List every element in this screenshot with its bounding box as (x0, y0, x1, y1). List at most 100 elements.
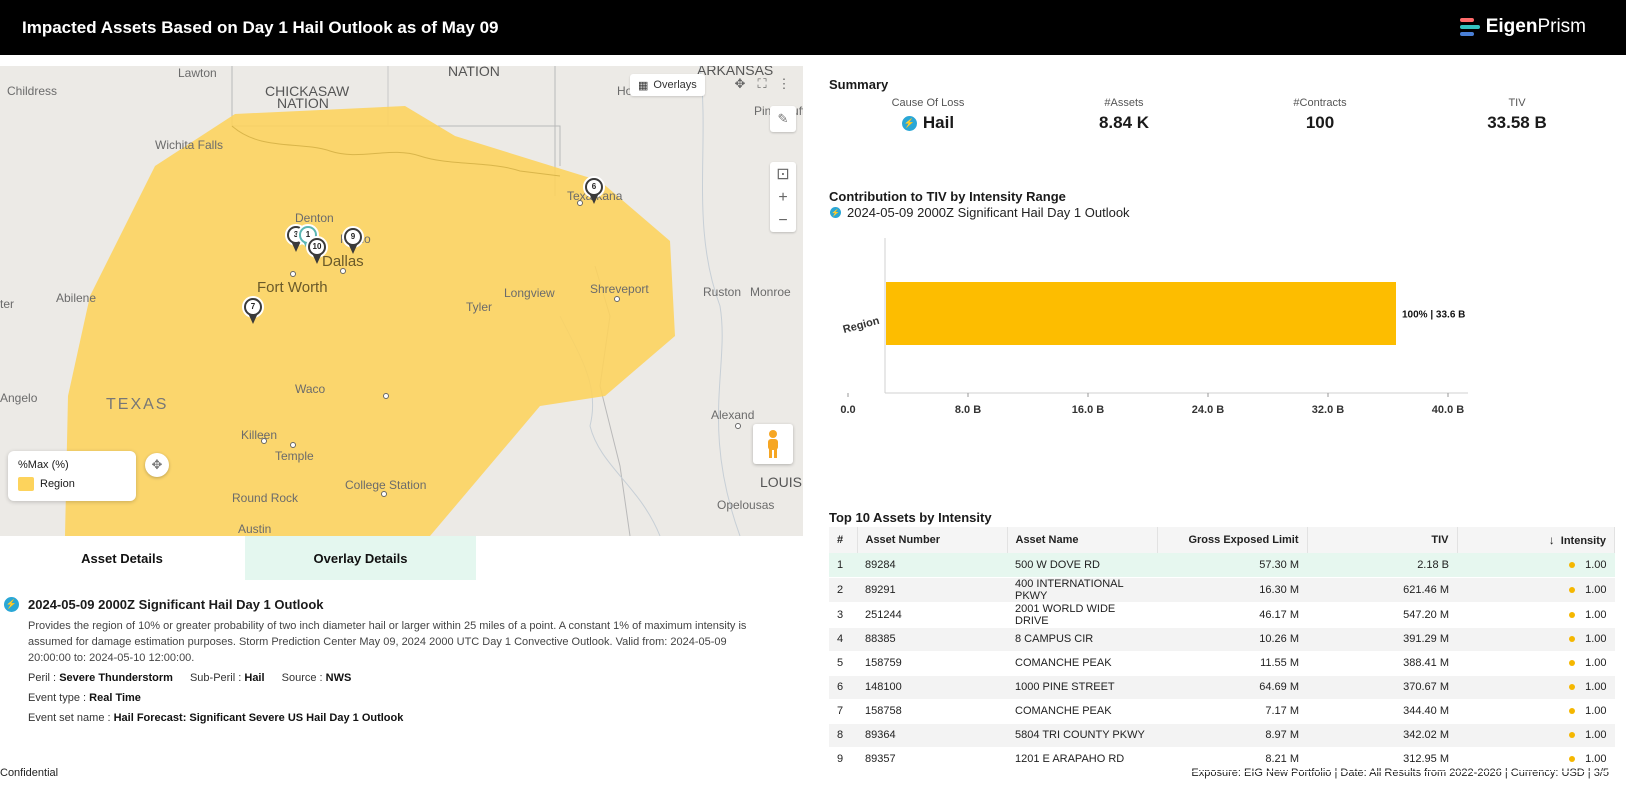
col-header-index[interactable]: # (829, 527, 858, 553)
x-tick-label: 24.0 B (1192, 404, 1224, 416)
lock-icon[interactable]: ⊡ (776, 166, 790, 184)
eigenprism-logo: EigenPrism (1459, 16, 1586, 38)
pan-icon[interactable]: ✥ (734, 76, 746, 91)
asset-pin[interactable]: 6 (583, 176, 605, 206)
city-marker (614, 296, 620, 302)
map-label-round-rock: Round Rock (232, 491, 299, 505)
table-row[interactable]: 7 158758 COMANCHE PEAK 7.17 M 344.40 M 1.00 (829, 699, 1615, 724)
table-cell: 16.30 M (1157, 577, 1307, 603)
col-header-asset-name[interactable]: Asset Name (1007, 527, 1158, 553)
hail-map[interactable]: Childress Lawton CHICKASAW NATION NATION… (0, 66, 803, 536)
table-cell: 8 CAMPUS CIR (1007, 627, 1157, 652)
table-cell: 7 (829, 699, 857, 724)
table-cell: 370.67 M (1307, 675, 1457, 700)
kpi-contracts: #Contracts 100 (1293, 97, 1347, 132)
col-header-tiv[interactable]: TIV (1307, 527, 1458, 553)
map-label-waco: Waco (295, 382, 326, 396)
zoom-controls: ⊡ + − (770, 162, 796, 232)
table-row[interactable]: 8 89364 5804 TRI COUNTY PKWY 8.97 M 342.02 M… (829, 723, 1615, 748)
map-label-lawton: Lawton (178, 66, 217, 80)
table-cell: 8 (829, 723, 857, 748)
map-label-dallas: Dallas (322, 253, 364, 270)
table-cell: 9 (829, 747, 857, 772)
table-row[interactable]: 2 89291 400 INTERNATIONAL PKWY 16.30 M 621.4… (829, 577, 1615, 603)
map-label-arkansas: ARKANSAS (697, 66, 774, 78)
overlay-description: Provides the region of 10% or greater pr… (28, 620, 747, 664)
bar-data-label: 100% | 33.6 B (1402, 310, 1465, 321)
intensity-dot-icon (1569, 561, 1576, 568)
tab-asset-details[interactable]: Asset Details (0, 536, 244, 580)
table-cell: 1000 PINE STREET (1007, 675, 1157, 700)
table-cell: 57.30 M (1157, 553, 1307, 578)
legend-item-region: Region (18, 477, 126, 491)
overlays-button[interactable]: ▦ Overlays (630, 74, 705, 96)
x-tick-label: 16.0 B (1072, 404, 1104, 416)
col-header-intensity[interactable]: ↓ Intensity (1457, 527, 1615, 553)
top-assets-table: # Asset Number Asset Name Gross Exposed … (829, 527, 1615, 772)
table-cell: 89284 (857, 553, 1007, 578)
table-cell: 7.17 M (1157, 699, 1307, 724)
overlay-event-type: Event type : Real Time (28, 692, 141, 704)
col-header-asset-number[interactable]: Asset Number (857, 527, 1008, 553)
bar-region (886, 282, 1396, 345)
map-label-killeen: Killeen (241, 428, 278, 442)
table-cell: 400 INTERNATIONAL PKWY (1007, 577, 1157, 603)
map-label-austin: Austin (238, 522, 272, 536)
intensity-dot-icon (1569, 636, 1576, 643)
map-label-fortworth: Fort Worth (257, 279, 328, 296)
map-label-monroe: Monroe (750, 285, 791, 299)
report-header: Impacted Assets Based on Day 1 Hail Outl… (0, 0, 1626, 55)
more-options-icon[interactable]: ⋮ (777, 76, 791, 91)
table-cell: 342.02 M (1307, 723, 1457, 748)
city-marker (577, 200, 583, 206)
map-label-alexandria: Alexand (711, 408, 755, 422)
city-marker (261, 438, 267, 444)
tab-overlay-details[interactable]: Overlay Details (245, 536, 476, 580)
fullscreen-icon[interactable]: ⛶ (757, 76, 767, 91)
overlay-title: ⚡ 2024-05-09 2000Z Significant Hail Day … (4, 597, 324, 612)
kpi-cause-of-loss: Cause Of Loss ⚡ Hail (891, 97, 965, 132)
table-cell: 1201 E ARAPAHO RD (1007, 747, 1157, 772)
street-view-pegman-icon[interactable] (753, 424, 793, 464)
contribution-subtitle: ⚡ 2024-05-09 2000Z Significant Hail Day … (830, 205, 1130, 220)
table-cell: 344.40 M (1307, 699, 1457, 724)
table-cell: 2001 WORLD WIDE DRIVE (1007, 602, 1157, 628)
table-cell: 1.00 (1457, 627, 1615, 652)
zoom-out-icon[interactable]: − (778, 211, 788, 229)
map-label-ter: ter (0, 297, 15, 311)
sort-desc-icon: ↓ (1548, 533, 1555, 547)
table-row[interactable]: 3 251244 2001 WORLD WIDE DRIVE 46.17 M 547.2… (829, 602, 1615, 628)
col-header-gross-exposed-limit[interactable]: Gross Exposed Limit (1157, 527, 1308, 553)
map-label-angelo: Angelo (0, 391, 38, 405)
table-row[interactable]: 4 88385 8 CAMPUS CIR 10.26 M 391.29 M 1.00 (829, 627, 1615, 652)
table-header-row: # Asset Number Asset Name Gross Exposed … (829, 527, 1615, 553)
map-label-chickasaw: CHICKASAW (265, 83, 350, 99)
map-label-nation-2: NATION (448, 66, 500, 79)
lightning-icon: ⚡ (830, 207, 841, 218)
lightning-icon: ⚡ (4, 597, 19, 612)
table-row[interactable]: 1 89284 500 W DOVE RD 57.30 M 2.18 B 1.00 (829, 553, 1615, 578)
map-legend: %Max (%) Region (8, 451, 136, 501)
map-label-college-station: College Station (345, 478, 427, 492)
table-cell: 5804 TRI COUNTY PKWY (1007, 723, 1157, 748)
contribution-title: Contribution to TIV by Intensity Range (829, 189, 1066, 204)
zoom-in-icon[interactable]: + (778, 188, 788, 206)
table-cell: 1 (829, 553, 857, 578)
map-label-texas: TEXAS (106, 396, 169, 413)
overlay-event-set: Event set name : Hail Forecast: Signific… (28, 712, 404, 724)
city-marker (735, 423, 741, 429)
table-row[interactable]: 9 89357 1201 E ARAPAHO RD 8.21 M 312.95 M 1.0… (829, 747, 1615, 772)
map-label-hot: Ho (617, 84, 633, 98)
y-category-label: Region (842, 315, 881, 336)
table-cell: 500 W DOVE RD (1007, 553, 1157, 578)
table-cell: 89364 (857, 723, 1007, 748)
ruler-icon[interactable]: ✎ (770, 106, 796, 132)
hail-region-polygon (65, 106, 675, 536)
asset-pin[interactable]: 9 (342, 226, 364, 256)
table-row[interactable]: 6 148100 1000 PINE STREET 64.69 M 370.67 M 1.… (829, 675, 1615, 700)
asset-pin[interactable]: 7 (242, 296, 264, 326)
table-cell: 1.00 (1457, 553, 1615, 578)
legend-move-icon[interactable]: ✥ (145, 453, 169, 477)
asset-pin[interactable]: 10 (306, 236, 328, 266)
table-row[interactable]: 5 158759 COMANCHE PEAK 11.55 M 388.41 M 1.00 (829, 651, 1615, 676)
